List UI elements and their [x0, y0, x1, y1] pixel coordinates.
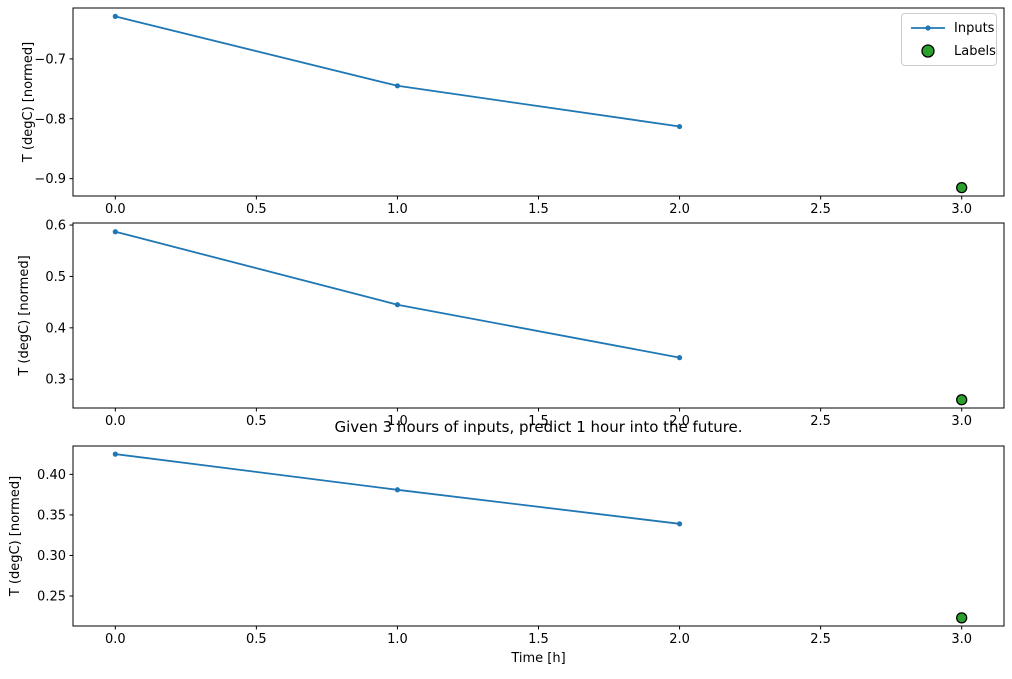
x-tick-label: 0.0 [105, 632, 126, 647]
x-tick-label: 2.0 [669, 632, 690, 647]
inputs-marker [112, 13, 118, 19]
subplot-1: 0.0 0.5 1.0 1.5 2.0 2.5 3.0 −0.7 −0.8 −0.9 T (degC… [21, 7, 1005, 217]
inputs-marker [394, 302, 401, 308]
x-tick-label: 1.5 [528, 202, 549, 217]
y-tick-label: 0.25 [37, 590, 66, 605]
labels-point [956, 394, 968, 406]
x-tick-label: 2.0 [669, 202, 690, 217]
inputs-marker [676, 123, 683, 130]
y-axis-label: T (degC) [normed] [8, 476, 23, 597]
inputs-marker [112, 451, 118, 457]
legend-label-labels: Labels [954, 43, 996, 59]
y-tick-label: 0.5 [45, 270, 66, 285]
legend: Inputs Labels [901, 13, 997, 66]
inputs-line [115, 230, 680, 359]
labels-point [956, 181, 968, 194]
x-tick-label: 0.5 [246, 632, 267, 647]
x-tick-label: 2.0 [669, 414, 690, 429]
x-axis-label: Time [h] [511, 651, 566, 666]
x-tick-label: 1.5 [528, 632, 549, 647]
y-tick-label: 0.40 [37, 468, 66, 483]
x-tick-label: 0.5 [246, 414, 267, 429]
x-tick-label: 0.0 [105, 202, 126, 217]
subplot3-title: Given 3 hours of inputs, predict 1 hour … [334, 418, 743, 436]
labels-circle-sample [921, 44, 935, 58]
x-tick-label: 0.5 [246, 202, 267, 217]
y-tick-label: 0.3 [45, 373, 66, 388]
x-tick-label: 2.5 [810, 202, 831, 217]
y-tick-label: 0.30 [37, 549, 66, 564]
inputs-marker [676, 355, 683, 361]
y-tick-label: 0.35 [37, 508, 66, 523]
y-axis-label: T (degC) [normed] [17, 255, 32, 376]
inputs-line-marker-icon [911, 25, 945, 31]
x-tick-label: 1.0 [387, 414, 408, 429]
inputs-marker [676, 521, 683, 527]
subplot-3: 0.0 0.5 1.0 1.5 2.0 2.5 3.0 0.25 0.30 0.35 0.40 T (… [8, 445, 1005, 647]
inputs-marker [112, 229, 118, 235]
axes-frame [72, 222, 1005, 409]
legend-label-inputs: Inputs [954, 20, 995, 36]
labels-point [956, 612, 968, 624]
x-tick-label: 3.0 [951, 202, 972, 217]
y-tick-label: −0.8 [34, 112, 66, 127]
x-tick-label: 0.0 [105, 414, 126, 429]
x-tick-label: 2.5 [810, 414, 831, 429]
x-tick-label: 3.0 [951, 632, 972, 647]
legend-entry-inputs: Inputs [909, 18, 994, 38]
labels-circle-icon [921, 44, 935, 58]
legend-entry-labels: Labels [909, 41, 996, 61]
subplot-2: 0.0 0.5 1.0 1.5 2.0 2.5 3.0 0.3 0.4 0.5 0.6 T (degC… [17, 219, 1005, 429]
y-tick-label: −0.9 [34, 172, 66, 187]
x-tick-label: 3.0 [951, 414, 972, 429]
y-tick-label: 0.4 [45, 321, 66, 336]
y-axis-label: T (degC) [normed] [21, 42, 36, 163]
x-tick-label: 1.5 [528, 414, 549, 429]
x-tick-label: 1.0 [387, 632, 408, 647]
y-tick-label: −0.7 [34, 52, 66, 67]
inputs-marker [394, 487, 401, 493]
y-tick-label: 0.6 [45, 219, 66, 234]
x-tick-label: 2.5 [810, 632, 831, 647]
x-tick-label: 1.0 [387, 202, 408, 217]
inputs-marker-sample [925, 25, 931, 31]
axes-frame [72, 7, 1005, 197]
axes-frame [72, 445, 1005, 627]
inputs-line [115, 15, 680, 128]
inputs-marker [394, 83, 401, 89]
